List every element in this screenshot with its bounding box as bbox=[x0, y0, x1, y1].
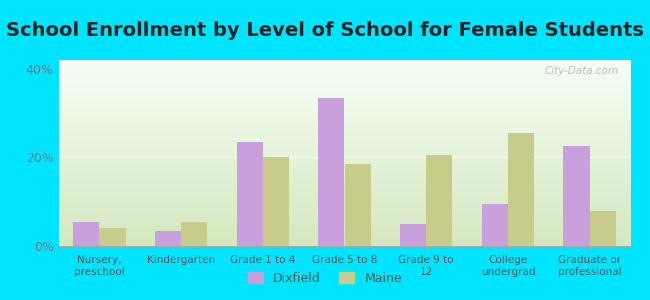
Bar bbox=[263, 158, 289, 246]
Bar bbox=[73, 222, 99, 246]
Text: School Enrollment by Level of School for Female Students: School Enrollment by Level of School for… bbox=[6, 21, 644, 40]
Bar bbox=[181, 222, 207, 246]
Bar bbox=[344, 164, 370, 246]
Bar bbox=[400, 224, 426, 246]
Bar bbox=[508, 133, 534, 246]
Bar bbox=[564, 146, 590, 246]
Legend: Dixfield, Maine: Dixfield, Maine bbox=[242, 265, 408, 291]
Bar bbox=[155, 230, 181, 246]
Bar bbox=[99, 228, 125, 246]
Bar bbox=[482, 204, 508, 246]
Bar bbox=[590, 211, 616, 246]
Bar bbox=[318, 98, 344, 246]
Bar bbox=[426, 155, 452, 246]
Text: City-Data.com: City-Data.com bbox=[545, 66, 619, 76]
Bar bbox=[237, 142, 263, 246]
